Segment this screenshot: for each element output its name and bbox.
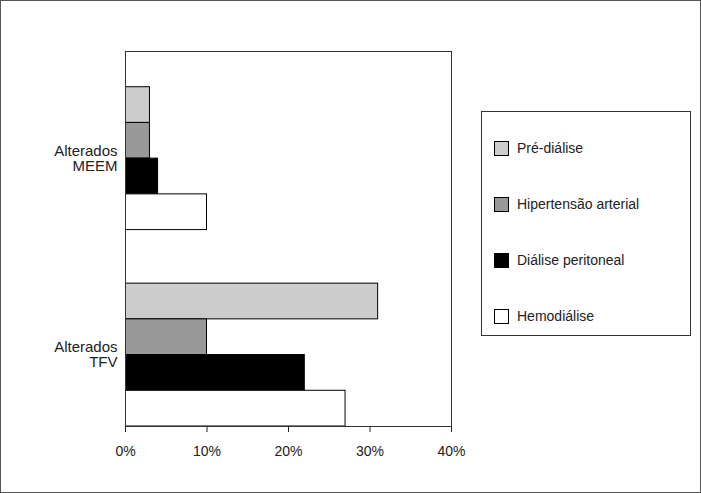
svg-text:20%: 20%: [274, 443, 302, 459]
svg-text:AlteradosTFV: AlteradosTFV: [54, 338, 117, 370]
html-text:Hemodiálise: Hemodiálise: [517, 308, 594, 324]
html-text:Hipertensão arterial: Hipertensão arterial: [517, 196, 640, 212]
svg-text:10%: 10%: [193, 443, 221, 459]
html-text:Pré-diálise: Pré-diálise: [517, 140, 584, 156]
svg-text:40%: 40%: [437, 443, 465, 459]
html-text:Diálise peritoneal: Diálise peritoneal: [517, 252, 625, 268]
svg-text:30%: 30%: [356, 443, 384, 459]
svg-text:0%: 0%: [115, 443, 135, 459]
svg-text:AlteradosMEEM: AlteradosMEEM: [54, 142, 117, 174]
